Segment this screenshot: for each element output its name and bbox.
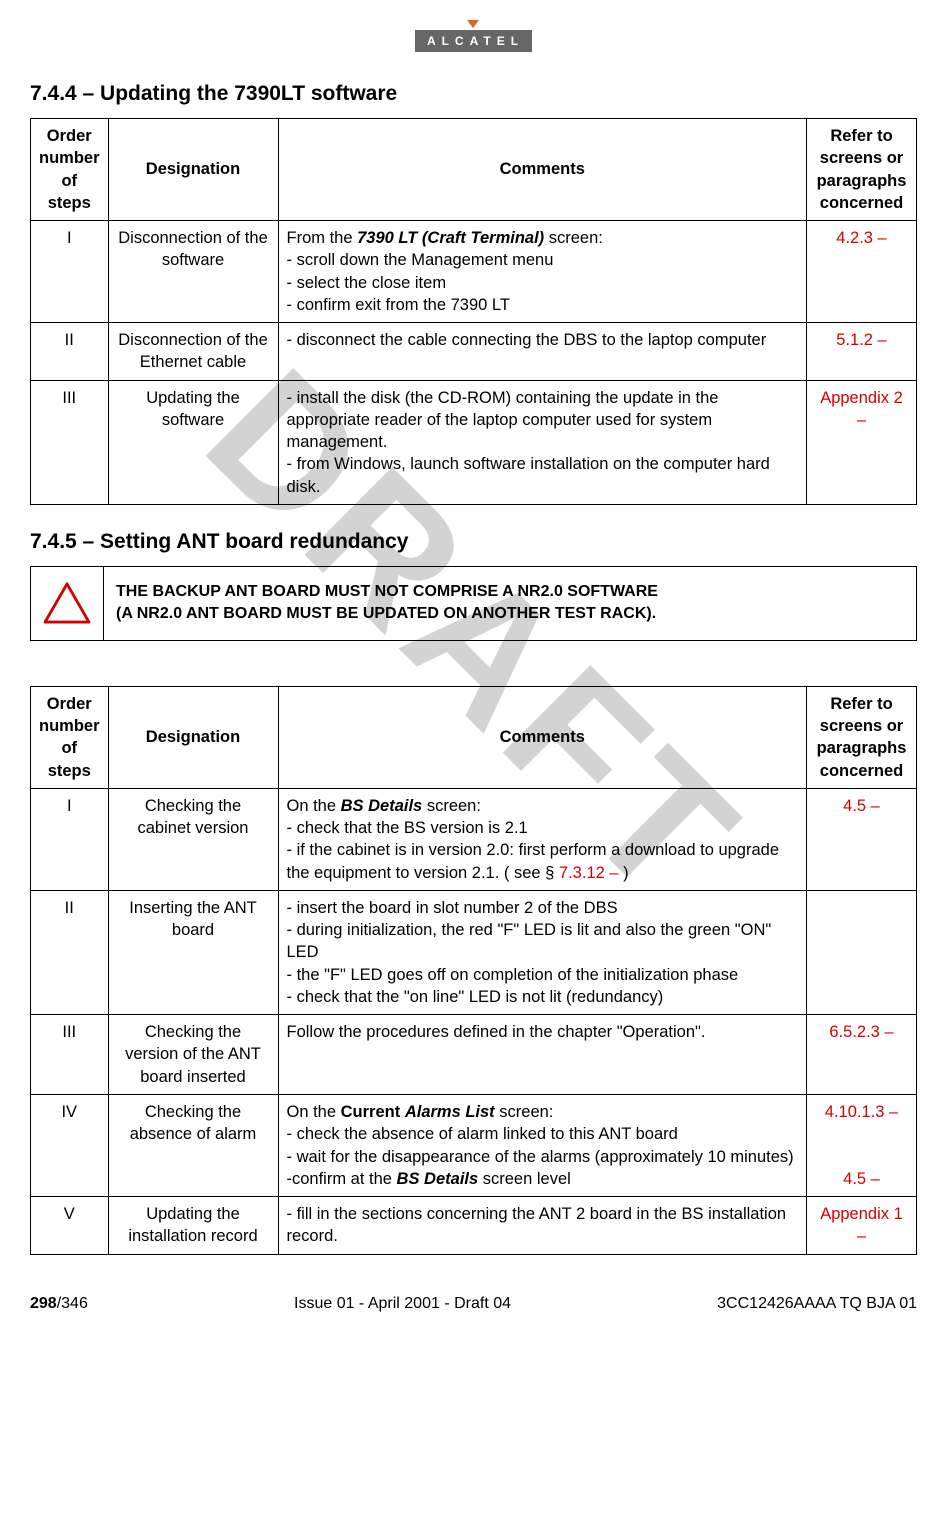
footer-page-total: /346 bbox=[57, 1295, 88, 1312]
cell-reference: Appendix 2 – bbox=[807, 380, 917, 504]
cell-comments: - insert the board in slot number 2 of t… bbox=[278, 890, 807, 1014]
logo-container: ALCATEL bbox=[30, 30, 917, 52]
section-heading-745: 7.4.5 – Setting ANT board redundancy bbox=[30, 530, 917, 554]
cell-reference: 4.5 – bbox=[807, 788, 917, 890]
cell-order: V bbox=[31, 1197, 109, 1255]
cell-designation: Inserting the ANT board bbox=[108, 890, 278, 1014]
cell-reference: Appendix 1 – bbox=[807, 1197, 917, 1255]
cell-designation: Updating the software bbox=[108, 380, 278, 504]
table-header-row: Order number of steps Designation Commen… bbox=[31, 119, 917, 221]
footer-issue-info: Issue 01 - April 2001 - Draft 04 bbox=[294, 1295, 511, 1313]
col-header-refer: Refer to screens or paragraphs concerned bbox=[807, 686, 917, 788]
cell-reference: 6.5.2.3 – bbox=[807, 1015, 917, 1095]
table-row: VUpdating the installation record- fill … bbox=[31, 1197, 917, 1255]
page-footer: 298/346 Issue 01 - April 2001 - Draft 04… bbox=[0, 1275, 947, 1333]
cell-order: III bbox=[31, 380, 109, 504]
table-ant-redundancy: Order number of steps Designation Commen… bbox=[30, 686, 917, 1255]
cell-order: IV bbox=[31, 1095, 109, 1197]
col-header-designation: Designation bbox=[108, 686, 278, 788]
cell-order: I bbox=[31, 788, 109, 890]
footer-doc-ref: 3CC12426AAAA TQ BJA 01 bbox=[717, 1295, 917, 1313]
cell-reference: 4.2.3 – bbox=[807, 221, 917, 323]
cell-comments: On the BS Details screen:- check that th… bbox=[278, 788, 807, 890]
warning-box: THE BACKUP ANT BOARD MUST NOT COMPRISE A… bbox=[30, 566, 917, 641]
cell-comments: - install the disk (the CD-ROM) containi… bbox=[278, 380, 807, 504]
cell-reference: 4.10.1.3 –4.5 – bbox=[807, 1095, 917, 1197]
table-row: IIIUpdating the software- install the di… bbox=[31, 380, 917, 504]
cell-comments: - fill in the sections concerning the AN… bbox=[278, 1197, 807, 1255]
col-header-refer: Refer to screens or paragraphs concerned bbox=[807, 119, 917, 221]
footer-page-current: 298 bbox=[30, 1295, 57, 1312]
cell-designation: Checking the version of the ANT board in… bbox=[108, 1015, 278, 1095]
cell-order: III bbox=[31, 1015, 109, 1095]
table-updating-software: Order number of steps Designation Commen… bbox=[30, 118, 917, 505]
table-row: IIIChecking the version of the ANT board… bbox=[31, 1015, 917, 1095]
table-row: IDisconnection of the softwareFrom the 7… bbox=[31, 221, 917, 323]
cell-comments: On the Current Alarms List screen:- chec… bbox=[278, 1095, 807, 1197]
section-heading-744: 7.4.4 – Updating the 7390LT software bbox=[30, 82, 917, 106]
cell-comments: Follow the procedures defined in the cha… bbox=[278, 1015, 807, 1095]
col-header-comments: Comments bbox=[278, 119, 807, 221]
cell-order: II bbox=[31, 890, 109, 1014]
brand-logo: ALCATEL bbox=[415, 30, 532, 52]
col-header-order: Order number of steps bbox=[31, 686, 109, 788]
table-row: IVChecking the absence of alarmOn the Cu… bbox=[31, 1095, 917, 1197]
cell-designation: Updating the installation record bbox=[108, 1197, 278, 1255]
cell-designation: Checking the absence of alarm bbox=[108, 1095, 278, 1197]
warning-text: THE BACKUP ANT BOARD MUST NOT COMPRISE A… bbox=[104, 567, 916, 640]
table-header-row: Order number of steps Designation Commen… bbox=[31, 686, 917, 788]
table-row: IIInserting the ANT board- insert the bo… bbox=[31, 890, 917, 1014]
cell-order: I bbox=[31, 221, 109, 323]
cell-comments: From the 7390 LT (Craft Terminal) screen… bbox=[278, 221, 807, 323]
table-row: IChecking the cabinet versionOn the BS D… bbox=[31, 788, 917, 890]
cell-reference: 5.1.2 – bbox=[807, 323, 917, 381]
footer-page-number: 298/346 bbox=[30, 1295, 88, 1313]
cell-designation: Checking the cabinet version bbox=[108, 788, 278, 890]
col-header-order: Order number of steps bbox=[31, 119, 109, 221]
table-row: IIDisconnection of the Ethernet cable- d… bbox=[31, 323, 917, 381]
cell-designation: Disconnection of the software bbox=[108, 221, 278, 323]
col-header-designation: Designation bbox=[108, 119, 278, 221]
col-header-comments: Comments bbox=[278, 686, 807, 788]
cell-order: II bbox=[31, 323, 109, 381]
warning-icon bbox=[31, 567, 104, 640]
cell-comments: - disconnect the cable connecting the DB… bbox=[278, 323, 807, 381]
cell-reference bbox=[807, 890, 917, 1014]
cell-designation: Disconnection of the Ethernet cable bbox=[108, 323, 278, 381]
